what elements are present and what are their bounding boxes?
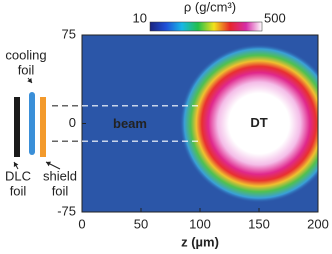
foil-label: foil [18, 62, 35, 77]
y-tick-label: 0 [69, 115, 76, 130]
foil-label: shield [43, 168, 77, 183]
x-axis-label: z (µm) [181, 234, 219, 249]
x-tick-label: 150 [248, 216, 270, 231]
x-tick-label: 100 [189, 216, 211, 231]
foil-arrowhead [27, 78, 32, 83]
colorbar-tick-label: 500 [264, 10, 286, 25]
beam-label: beam [113, 116, 147, 131]
foil [29, 92, 35, 155]
foil-arrowhead [13, 162, 19, 167]
foil-label: foil [10, 183, 27, 198]
y-tick-label: -75 [57, 203, 76, 218]
foil-label: cooling [5, 47, 46, 62]
target-label: DT [250, 115, 267, 130]
target-density [179, 44, 318, 203]
plot-clip [179, 44, 318, 203]
foil-arrowhead [46, 161, 51, 167]
foil [40, 97, 46, 157]
foil-label: foil [52, 183, 69, 198]
colorbar-label: ρ (g/cm³) [184, 0, 236, 14]
colorbar [149, 21, 263, 32]
foil-label: DLC [5, 168, 31, 183]
y-tick-label: 75 [62, 26, 76, 41]
foil [14, 97, 20, 157]
x-tick-label: 200 [307, 216, 329, 231]
x-tick-label: 0 [78, 216, 85, 231]
x-tick-label: 50 [134, 216, 148, 231]
colorbar-tick-label: 10 [133, 10, 147, 25]
